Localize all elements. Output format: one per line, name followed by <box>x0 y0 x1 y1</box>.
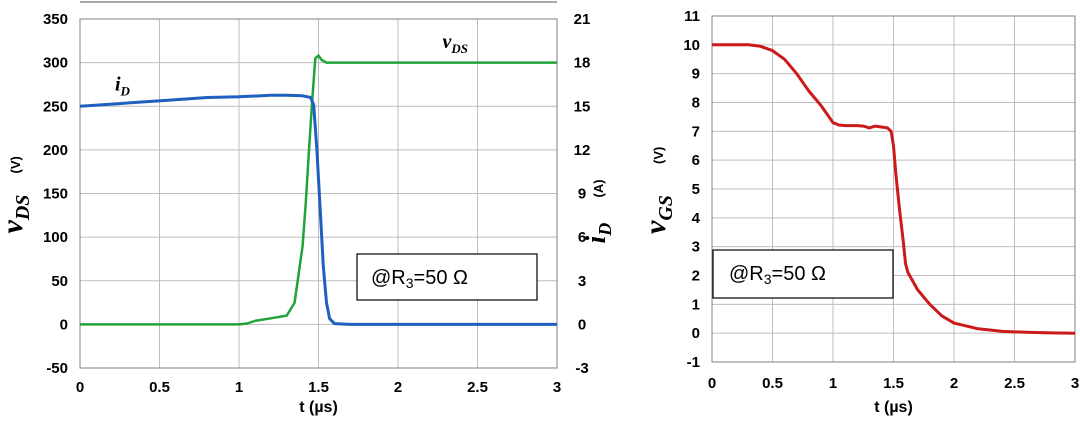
series-line-vgs <box>712 43 1076 335</box>
right-x-tick-label: 3 <box>1071 375 1079 392</box>
right-annotation-prefix: @R <box>729 263 764 285</box>
right-y-tick-label: 9 <box>692 66 700 83</box>
left-x-tick-label: 1 <box>235 379 243 396</box>
left-plot-frame <box>79 18 558 369</box>
left-y-tick-label: 50 <box>51 273 68 290</box>
right-y-tick-label: 21 <box>574 11 591 28</box>
series-line-vds <box>80 54 557 326</box>
right-annotation-suffix: =50 Ω <box>772 263 826 285</box>
left-x-tick-label: 3 <box>553 379 561 396</box>
right-y-tick-label: 15 <box>574 98 591 115</box>
right-chart: 0 0.5 1 1.5 2 2.5 3 -1 0 1 2 3 4 5 6 7 8 9 10 11 t (µs) vGS (V… <box>639 8 1079 416</box>
right-y-tick-label: 4 <box>692 210 701 227</box>
left-x-tick-label: 0 <box>76 379 84 396</box>
left-x-axis-title: t (µs) <box>299 399 338 416</box>
right-x-tick-label: 0 <box>708 375 716 392</box>
right-y-axis-title-unit: (A) <box>591 179 606 197</box>
left-x-tick-label: 0.5 <box>149 379 170 396</box>
right-y-tick-label: 7 <box>692 123 700 140</box>
right-x-tick-label: 2.5 <box>1004 375 1025 392</box>
right-annotation-box <box>712 249 894 299</box>
right-y-tick-label: 6 <box>692 152 700 169</box>
left-x-tick-label: 1.5 <box>308 379 329 396</box>
right-y-tick-label: 3 <box>578 273 586 290</box>
right-y-axis-title-label-subscript: D <box>595 223 615 237</box>
left-y-tick-label: 150 <box>43 186 68 203</box>
right-y-tick-label: 18 <box>574 55 591 72</box>
right-y-tick-label: -3 <box>575 360 588 377</box>
right-annotation-text: @R3=50 Ω <box>729 263 826 287</box>
left-annotation-suffix: =50 Ω <box>414 267 468 289</box>
right-y-tick-label: 0 <box>578 316 586 333</box>
right-y-tick-label: 8 <box>692 95 700 112</box>
right-annotation-sub: 3 <box>764 271 772 287</box>
left-y-tick-label: -50 <box>46 360 68 377</box>
left-y-axis-title-unit: (V) <box>8 156 23 173</box>
right-y-tick-label: 6 <box>578 229 586 246</box>
right-x-axis-title: t (µs) <box>874 399 913 416</box>
left-annotation-box <box>356 253 538 301</box>
left-y-axis-title-label-subscript: DS <box>12 195 34 222</box>
right-y-tick-label: 0 <box>692 325 700 342</box>
right-y-tick-label: 12 <box>574 142 591 159</box>
series-label-id-subscript: D <box>120 84 131 99</box>
right-y-tick-label: 3 <box>692 239 700 256</box>
right-chart-y-axis-title-label-symbol: v <box>639 220 672 234</box>
right-y-tick-label: 1 <box>692 296 700 313</box>
right-plot-frame <box>711 15 1076 363</box>
series-line-id <box>79 93 557 326</box>
left-y-tick-label: 100 <box>43 229 68 246</box>
right-x-tick-label: 1.5 <box>883 375 904 392</box>
right-chart-y-axis-title-label: vGS <box>639 195 677 234</box>
left-y-tick-label: 250 <box>43 98 68 115</box>
right-y-axis-title: iD (A) <box>581 179 615 243</box>
left-y-axis-title-label-symbol: v <box>0 220 29 234</box>
series-label-id-symbol: i <box>115 74 121 96</box>
right-x-tick-label: 2 <box>950 375 958 392</box>
left-y-tick-label: 350 <box>43 11 68 28</box>
left-x-tick-label: 2.5 <box>467 379 488 396</box>
left-y-tick-label: 300 <box>43 55 68 72</box>
right-y-axis-title-label: iD <box>581 223 615 244</box>
right-y-tick-label: 9 <box>578 186 586 203</box>
left-y-tick-label: 0 <box>60 316 68 333</box>
series-label-vds: vDS <box>443 31 469 56</box>
series-label-vds-symbol: v <box>443 31 453 53</box>
left-y-axis-title-label: vDS <box>0 195 34 234</box>
right-y-tick-label: -1 <box>687 354 700 371</box>
left-chart: 0 0.5 1 1.5 2 2.5 3 -50 0 50 100 150 200 250 300 350 -3 0… <box>0 11 615 416</box>
right-x-tick-label: 1 <box>829 375 837 392</box>
right-y-tick-label: 11 <box>684 8 700 25</box>
right-y-tick-label: 10 <box>683 37 700 54</box>
right-x-tick-label: 0.5 <box>762 375 783 392</box>
left-x-tick-label: 2 <box>394 379 402 396</box>
left-annotation-sub: 3 <box>406 275 414 291</box>
right-chart-y-axis-title-label-subscript: GS <box>655 195 677 221</box>
series-label-id: iD <box>115 74 131 99</box>
right-y-axis-title-label-symbol: i <box>581 236 612 244</box>
left-y-axis-title: vDS (V) <box>0 156 34 233</box>
left-y-tick-label: 200 <box>43 142 68 159</box>
right-chart-y-axis-title: vGS (V) <box>639 147 677 234</box>
right-y-tick-label: 5 <box>692 181 700 198</box>
right-y-tick-label: 2 <box>692 268 700 285</box>
right-chart-y-axis-title-unit: (V) <box>651 147 666 164</box>
left-annotation-text: @R3=50 Ω <box>371 267 468 291</box>
left-annotation-prefix: @R <box>371 267 406 289</box>
series-label-vds-subscript: DS <box>450 41 468 56</box>
